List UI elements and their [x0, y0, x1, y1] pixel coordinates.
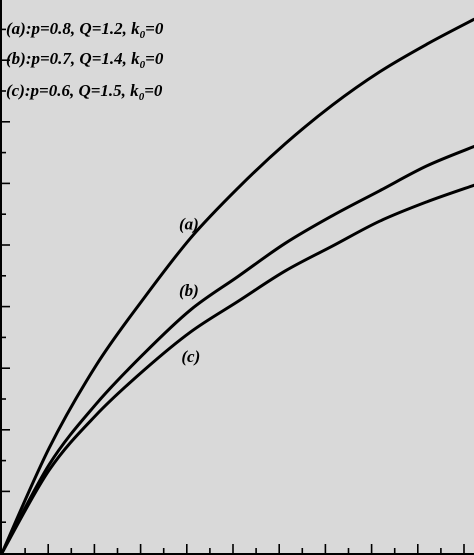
legend-entry-a-value: =0	[145, 19, 164, 38]
series-line-a	[0, 17, 474, 555]
legend: (a):p=0.8, Q=1.2, k0=0 (b):p=0.7, Q=1.4,…	[6, 19, 164, 103]
legend-entry-c-value: =0	[144, 81, 163, 100]
legend-entry-a: (a):p=0.8, Q=1.2, k0=0	[6, 19, 164, 41]
legend-entry-a-subscript: 0	[140, 29, 146, 41]
curve-labels: (a) (b) (c)	[179, 214, 200, 366]
axis-ticks	[1, 28, 465, 554]
curve-label-c: (c)	[181, 347, 200, 366]
series-line-c	[0, 183, 474, 555]
curve-label-b: (b)	[179, 281, 199, 300]
legend-entry-c-subscript: 0	[139, 91, 145, 103]
curve-label-a: (a)	[179, 214, 199, 233]
legend-entry-c: (c):p=0.6, Q=1.5, k0=0	[6, 81, 163, 103]
legend-entry-b-main: (b):p=0.7, Q=1.4, k	[6, 49, 140, 68]
series-line-b	[0, 145, 474, 555]
legend-entry-b-subscript: 0	[140, 59, 146, 71]
legend-entry-b-value: =0	[145, 49, 164, 68]
legend-entry-c-main: (c):p=0.6, Q=1.5, k	[6, 81, 139, 100]
legend-entry-b: (b):p=0.7, Q=1.4, k0=0	[6, 49, 164, 71]
series-lines	[0, 17, 474, 555]
legend-entry-a-main: (a):p=0.8, Q=1.2, k	[6, 19, 140, 38]
